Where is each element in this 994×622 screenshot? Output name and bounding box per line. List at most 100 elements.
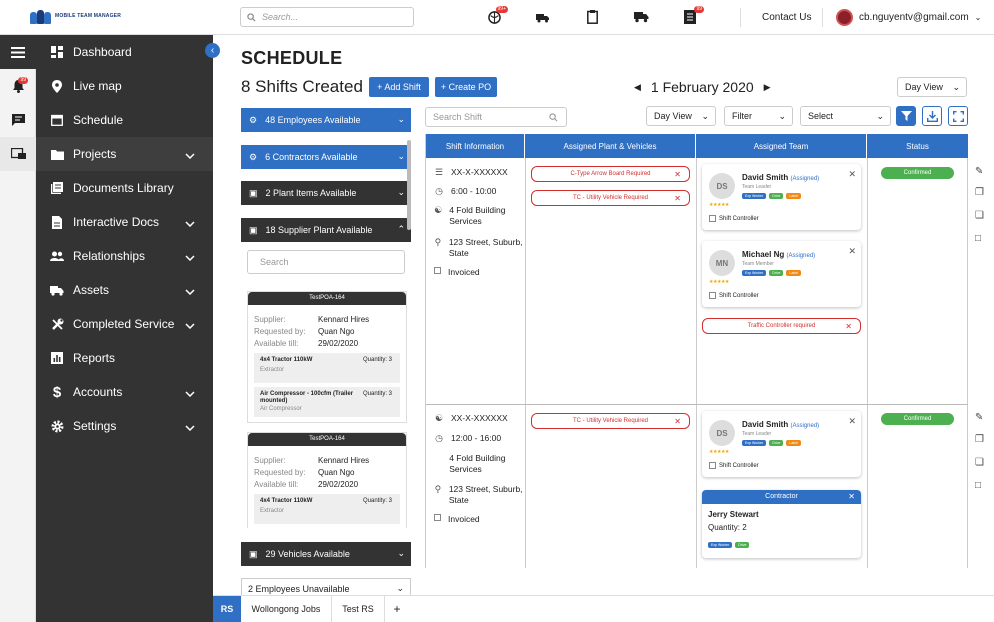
add-shift-button[interactable]: + Add Shift (369, 77, 429, 97)
sidebar-item-live-map[interactable]: Live map (36, 69, 213, 103)
team-member-card[interactable]: DS David Smith (Assigned) Team Leader Ex… (702, 164, 861, 230)
scrollbar[interactable] (407, 140, 411, 230)
view-select[interactable]: Day View ⌄ (897, 77, 967, 97)
people-icon: ☯ (434, 413, 444, 423)
chevron-down-icon: ⌄ (778, 111, 786, 121)
team-member-card[interactable]: MN Michael Ng (Assigned) Team Member Exp… (702, 241, 861, 307)
po-item[interactable]: 4x4 Tractor 110kW Quantity: 3 Extractor (254, 494, 400, 524)
prev-date-icon[interactable]: ◀ (634, 81, 641, 92)
notification-bell-icon[interactable]: 99 (0, 69, 36, 103)
accordion-supplier-plant[interactable]: ▣ 18 Supplier Plant Available ⌃ (241, 218, 411, 242)
purchase-order-card[interactable]: TestPOA-164 Supplier: Kennard Hires Reque… (247, 291, 407, 423)
edit-icon[interactable]: ✎ (975, 412, 984, 423)
purchase-order-card[interactable]: TestPOA-164 Supplier: Kennard Hires Reque… (247, 432, 407, 528)
tab-rs-badge[interactable]: RS (213, 596, 241, 622)
day-view-select[interactable]: Day View ⌄ (646, 106, 716, 126)
sidebar-item-label: Dashboard (73, 45, 132, 59)
filter-select[interactable]: Filter ⌄ (724, 106, 793, 126)
chat-icon[interactable] (0, 103, 36, 137)
shift-controller-checkbox[interactable]: Shift Controller (709, 292, 759, 299)
sidebar-item-documents-library[interactable]: Documents Library (36, 171, 213, 205)
accordion-plant-items[interactable]: ▣ 2 Plant Items Available ⌄ (241, 181, 411, 205)
app-logo[interactable]: MOBILE TEAM MANAGER (30, 8, 121, 24)
team-requirement[interactable]: Traffic Controller required ✕ (702, 318, 861, 334)
list-icon: ☰ (434, 167, 444, 177)
contractor-card[interactable]: Contractor ✕ Jerry Stewart Quantity: 2 Ex… (702, 490, 861, 558)
copy-icon[interactable]: ❐ (975, 434, 984, 445)
tab-test-rs[interactable]: Test RS (332, 596, 385, 622)
close-icon[interactable]: ✕ (674, 169, 681, 179)
accordion-vehicles[interactable]: ▣ 29 Vehicles Available ⌄ (241, 542, 411, 566)
sidebar-item-relationships[interactable]: Relationships (36, 239, 213, 273)
close-icon[interactable]: ✕ (674, 193, 681, 203)
globe-alert-icon[interactable]: 99+ (486, 6, 508, 25)
checkbox[interactable] (434, 267, 441, 274)
filter-clear-button[interactable] (896, 106, 916, 126)
plant-requirement[interactable]: TC - Utility Vehicle Required ✕ (531, 413, 690, 429)
sidebar-item-dashboard[interactable]: Dashboard (36, 35, 213, 69)
col-header-status: Status (867, 134, 968, 158)
contact-us-link[interactable]: Contact Us (762, 12, 812, 23)
next-date-icon[interactable]: ▶ (763, 81, 771, 92)
clock-icon: ◷ (435, 433, 443, 443)
search-placeholder: Search... (262, 12, 299, 22)
sidebar-item-schedule[interactable]: Schedule (36, 103, 213, 137)
truck-icon[interactable] (535, 9, 551, 25)
duplicate-icon[interactable]: ❏ (975, 210, 984, 221)
fullscreen-button[interactable] (948, 106, 968, 126)
close-icon[interactable]: ✕ (848, 246, 856, 256)
invoiced-checkbox[interactable]: Invoiced (434, 267, 480, 278)
sidebar-item-interactive-docs[interactable]: Interactive Docs (36, 205, 213, 239)
close-icon[interactable]: ✕ (845, 321, 852, 331)
plant-requirement[interactable]: TC - Utility Vehicle Required ✕ (531, 190, 690, 206)
notebook-icon[interactable]: 99 (682, 6, 704, 25)
contractor-quantity: Quantity: 2 (708, 523, 747, 532)
sidebar-item-assets[interactable]: Assets (36, 273, 213, 307)
truck-icon (50, 283, 64, 297)
close-icon[interactable]: ✕ (848, 416, 856, 426)
invoiced-checkbox[interactable]: Invoiced (434, 514, 480, 525)
close-icon[interactable]: ✕ (674, 416, 681, 426)
shift-location: 4 Fold Building Services (449, 453, 506, 474)
trash-icon[interactable]: □ (975, 233, 982, 244)
accordion-employees[interactable]: ⚙ 48 Employees Available ⌄ (241, 108, 411, 132)
user-menu[interactable]: cb.nguyentv@gmail.com ⌄ (836, 9, 981, 26)
sidebar-item-completed-service[interactable]: Completed Service (36, 307, 213, 341)
po-item[interactable]: 4x4 Tractor 110kW Quantity: 3 Extractor (254, 353, 400, 383)
sidebar-item-accounts[interactable]: $ Accounts (36, 375, 213, 409)
global-search-input[interactable]: Search... (240, 7, 414, 27)
select-dropdown[interactable]: Select ⌄ (800, 106, 891, 126)
shift-controller-checkbox[interactable]: Shift Controller (709, 215, 759, 222)
po-item[interactable]: Air Compressor - 100cfm (Trailer mounted… (254, 387, 400, 417)
supplier-search-input[interactable]: Search (247, 250, 405, 274)
sidebar-item-settings[interactable]: Settings (36, 409, 213, 443)
team-member-card[interactable]: DS David Smith (Assigned) Team Leader Ex… (702, 411, 861, 477)
date-navigator: ◀ 1 February 2020 ▶ (634, 79, 771, 95)
tab-wollongong-jobs[interactable]: Wollongong Jobs (241, 596, 332, 622)
close-icon[interactable]: ✕ (848, 169, 856, 179)
duplicate-icon[interactable]: ❏ (975, 457, 984, 468)
chevron-down-icon: ⌄ (396, 583, 404, 593)
clipboard-icon[interactable] (584, 9, 600, 25)
accordion-contractors[interactable]: ⚙ 6 Contractors Available ⌄ (241, 145, 411, 169)
shift-search-input[interactable]: Search Shift (425, 107, 567, 127)
member-name: David Smith (Assigned) (742, 420, 820, 429)
create-po-button[interactable]: + Create PO (435, 77, 497, 97)
sidebar-item-projects[interactable]: Projects (36, 137, 213, 171)
shift-controller-checkbox[interactable]: Shift Controller (709, 462, 759, 469)
hamburger-menu-icon[interactable] (0, 35, 36, 69)
download-button[interactable] (922, 106, 942, 126)
delivery-truck-icon[interactable] (633, 9, 649, 25)
trash-icon[interactable]: □ (975, 480, 982, 491)
accordion-label: 18 Supplier Plant Available (265, 225, 373, 235)
add-tab-button[interactable]: + (393, 602, 401, 616)
monitor-chat-icon[interactable] (0, 137, 36, 171)
copy-icon[interactable]: ❐ (975, 187, 984, 198)
checkbox[interactable] (434, 514, 441, 521)
edit-icon[interactable]: ✎ (975, 166, 984, 177)
sidebar-item-reports[interactable]: Reports (36, 341, 213, 375)
plant-requirement[interactable]: C-Type Arrow Board Required ✕ (531, 166, 690, 182)
collapse-sidebar-button[interactable]: ‹ (205, 43, 220, 58)
chevron-down-icon (185, 216, 195, 230)
close-icon[interactable]: ✕ (848, 492, 855, 501)
